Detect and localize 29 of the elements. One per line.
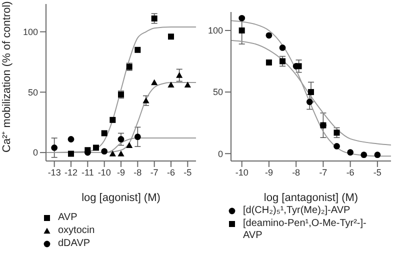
legend-label: AVP — [58, 212, 78, 224]
y-tick-label: 100 — [22, 26, 38, 37]
x-tick-label: -11 — [81, 167, 94, 178]
y-tick-label: 100 — [208, 26, 223, 36]
legend-label: [d(CH₂)₅¹,Tyr(Me)₂]-AVP — [243, 205, 350, 217]
legend-label: oxytocin — [58, 225, 95, 237]
x-tick-label: -10 — [235, 167, 248, 178]
x-tick-label: -9 — [116, 167, 126, 178]
y-tick-label: 0 — [218, 148, 223, 159]
y-tick-label: 50 — [28, 87, 38, 98]
x-tick-label: -8 — [134, 167, 142, 178]
legend-label: dDAVP — [58, 238, 90, 250]
x-tick-label: -5 — [373, 167, 382, 178]
x-tick-label: -12 — [64, 167, 78, 178]
x-tick-label: -6 — [346, 167, 354, 178]
y-tick-label: 50 — [212, 87, 223, 98]
y-tick-label: 0 — [32, 148, 38, 158]
x-tick-label: -8 — [292, 167, 300, 178]
x-tick-label: -6 — [166, 167, 176, 178]
x-axis-title: log [antagonist] (M) — [264, 192, 358, 204]
x-tick-label: -9 — [264, 167, 273, 178]
x-tick-label: -13 — [48, 167, 61, 178]
x-tick-label: -7 — [150, 167, 158, 178]
legend-label: [deamino-Pen¹,O-Me-Tyr²-]-AVP — [243, 218, 368, 242]
x-tick-label: -10 — [98, 167, 111, 178]
x-tick-label: -7 — [319, 167, 328, 178]
y-axis-title: Ca²⁺ mobilization (% of control) — [0, 1, 13, 152]
x-axis-title: log [agonist] (M) — [82, 192, 160, 204]
x-tick-label: -5 — [184, 167, 192, 178]
